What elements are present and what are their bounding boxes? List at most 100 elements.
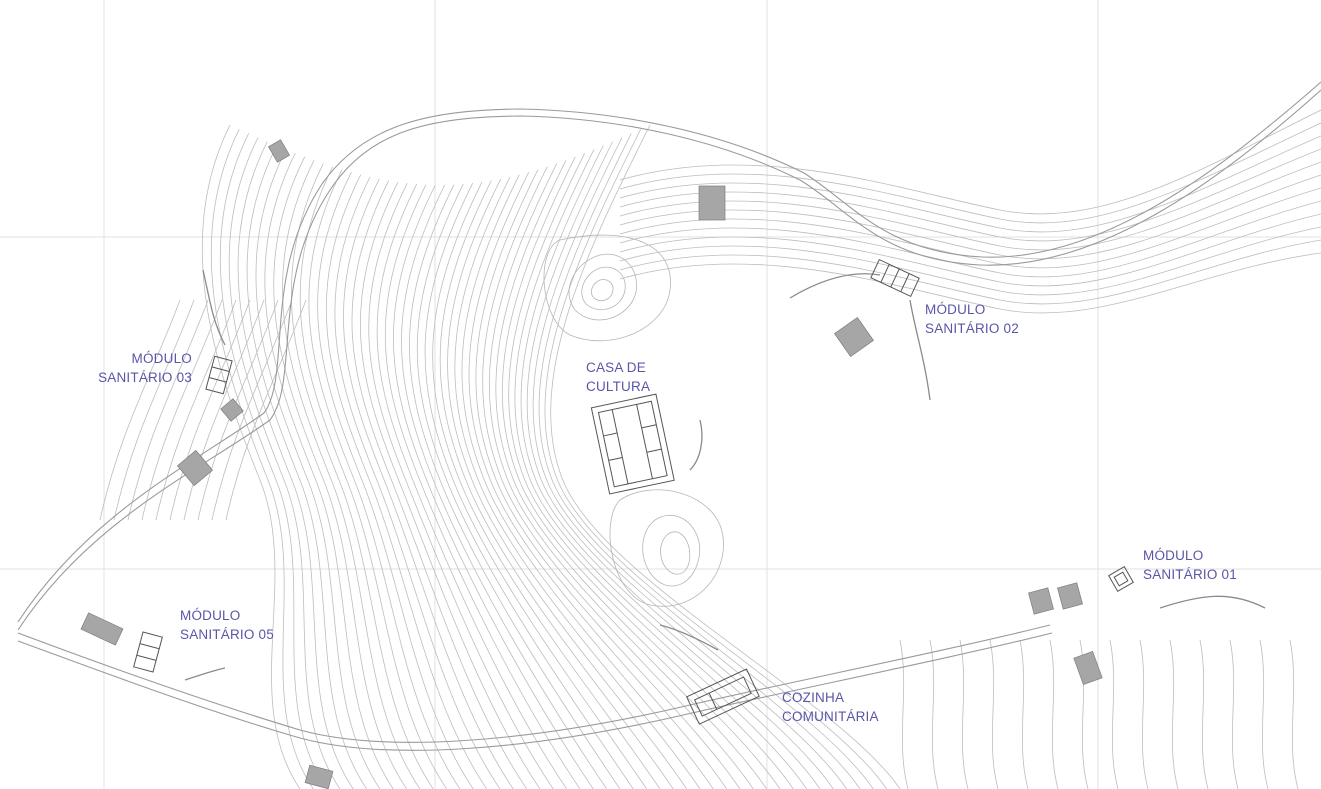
label-line: MÓDULO [1143, 548, 1204, 563]
label-line: MÓDULO [925, 302, 986, 317]
building-7 [1028, 587, 1054, 615]
contour-line [169, 299, 251, 521]
label-line: COZINHA [782, 690, 845, 705]
contour-line [619, 122, 1321, 224]
contour-line [1139, 639, 1149, 789]
contour-line [1289, 639, 1299, 789]
cozinha-comunitaria-building [685, 668, 760, 725]
contour-line [113, 299, 195, 521]
contour-line [439, 180, 674, 789]
contour-line [393, 184, 594, 789]
contour-line [1049, 639, 1059, 789]
contour-line [1259, 639, 1269, 789]
contour-line [255, 149, 381, 789]
contour-line [127, 299, 209, 521]
contour-line [475, 169, 741, 789]
building-2 [698, 185, 726, 221]
contour-line [899, 639, 909, 789]
contour-line [619, 148, 1321, 242]
contour-line [334, 176, 501, 789]
label-line: CULTURA [586, 379, 651, 394]
label-modulo-sanitario-03: MÓDULO SANITÁRIO 03 [86, 349, 192, 387]
contour-line [532, 137, 861, 789]
contour-line [502, 156, 794, 789]
contour-line [210, 129, 314, 789]
contour-line [299, 166, 448, 789]
casa-de-cultura-building [590, 393, 675, 495]
paths [184, 269, 1266, 681]
label-line: MÓDULO [131, 351, 192, 366]
contour-line [619, 226, 1321, 296]
label-line: SANITÁRIO 02 [925, 321, 1019, 336]
contour-line [447, 178, 688, 789]
building-3 [834, 317, 874, 357]
label-modulo-sanitario-02: MÓDULO SANITÁRIO 02 [925, 300, 1019, 338]
contour-line [544, 129, 888, 789]
modulo-sanitario-03-building [205, 355, 233, 395]
contour-line [317, 172, 474, 789]
contour-line [538, 133, 874, 789]
contour-line [409, 184, 621, 789]
contour-line [201, 124, 301, 789]
label-line: SANITÁRIO 05 [180, 627, 274, 642]
contour-line [416, 183, 634, 789]
contour-line [99, 299, 181, 521]
contour-line [619, 109, 1321, 215]
contour-line [424, 183, 648, 789]
contour-line [343, 178, 514, 789]
contour-line [219, 133, 328, 789]
contour-line [282, 160, 421, 789]
label-line: SANITÁRIO 01 [1143, 567, 1237, 582]
contour-line [619, 187, 1321, 269]
contour-line [550, 124, 901, 789]
building-1 [267, 139, 291, 163]
contour-line [376, 183, 568, 789]
buildings [80, 139, 1103, 789]
contour-line [929, 639, 939, 789]
contour-line [359, 181, 541, 789]
building-8 [1057, 582, 1083, 610]
building-9 [1073, 650, 1103, 686]
contour-line [526, 141, 848, 789]
contour-line [495, 160, 781, 789]
label-line: MÓDULO [180, 608, 241, 623]
contour-line [619, 239, 1321, 305]
contour-line [514, 149, 821, 789]
label-modulo-sanitario-05: MÓDULO SANITÁRIO 05 [180, 606, 274, 644]
contour-line [237, 141, 354, 789]
contour-line [264, 153, 394, 789]
label-line: SANITÁRIO 03 [98, 370, 192, 385]
contour-line [1169, 639, 1179, 789]
hilltop-contours [543, 234, 724, 607]
label-cozinha-comunitaria: COZINHA COMUNITÁRIA [782, 688, 879, 726]
label-line: CASA DE [586, 360, 646, 375]
building-10 [304, 764, 334, 789]
contour-line [225, 299, 307, 521]
contour-line [183, 299, 265, 521]
contour-line [619, 252, 1321, 314]
label-casa-de-cultura: CASA DE CULTURA [586, 358, 650, 396]
contour-line [619, 135, 1321, 233]
contour-line [989, 639, 999, 789]
contour-line [368, 183, 554, 789]
contour-line [454, 176, 701, 789]
contour-line [468, 172, 728, 789]
building-5 [176, 449, 214, 487]
contour-line [1229, 639, 1239, 789]
contour-line [959, 639, 969, 789]
modulo-sanitario-05-building [133, 631, 163, 673]
main-road [17, 81, 1321, 751]
contour-line [1199, 639, 1209, 789]
contour-line [619, 161, 1321, 251]
contour-line [351, 180, 528, 789]
contour-line [155, 299, 237, 521]
contour-line [273, 156, 408, 789]
modulo-sanitario-01-building [1108, 566, 1134, 592]
building-6 [80, 612, 124, 646]
contour-line [290, 163, 434, 789]
label-line: COMUNITÁRIA [782, 709, 879, 724]
contour-line [619, 200, 1321, 278]
contour-line [246, 145, 368, 789]
